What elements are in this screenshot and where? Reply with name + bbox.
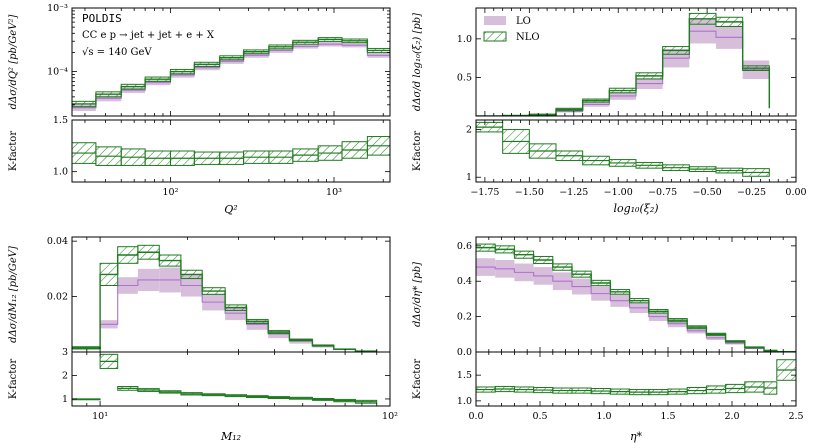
- x-tick-label: −1.25: [559, 187, 588, 198]
- annotation-process: CC e p → jet + jet + e + X: [82, 30, 215, 41]
- y-tick-label: 1: [466, 172, 472, 183]
- axes-frame: [71, 7, 391, 117]
- y-tick-label: 3: [62, 347, 68, 358]
- m12-bot-marks: [72, 353, 378, 404]
- y-axis-label-bottom: K-factor: [8, 131, 19, 171]
- x-tick-label: 2.5: [788, 411, 803, 422]
- y-tick-label: 0.0: [457, 347, 472, 358]
- y-axis-label-bottom: K-factor: [8, 359, 19, 399]
- nlo-line: [476, 246, 796, 352]
- x-tick-label: 1.5: [660, 411, 675, 422]
- annotation-program: POLDIS: [82, 12, 122, 25]
- x-tick-label: −1.75: [470, 187, 499, 198]
- legend-lo-label: LO: [516, 16, 531, 27]
- x-tick-label: 2.0: [724, 411, 739, 422]
- q2-bot-marks: [72, 136, 390, 166]
- x-tick-label: 0.00: [785, 187, 806, 198]
- y-tick-label: 0.6: [457, 241, 472, 252]
- x-tick-label: −0.75: [648, 187, 677, 198]
- axes-frame: [71, 119, 391, 183]
- x-axis-label: Q²: [224, 203, 237, 216]
- x-tick-label: 1.0: [596, 411, 611, 422]
- y-tick-label: 0.4: [457, 276, 472, 287]
- y-tick-label: 1.5: [53, 115, 68, 126]
- x-tick-label: −1.50: [515, 187, 544, 198]
- annotation-energy: √s = 140 GeV: [82, 47, 152, 58]
- y-axis-label-top: dΔσ/d log₁₀(ξ₂) [pb]: [412, 13, 423, 111]
- eta-bot-marks: [476, 359, 796, 396]
- legend-nlo-label: NLO: [516, 32, 540, 43]
- q2-top-marks: [72, 37, 390, 111]
- x-axis-label: M₁₂: [220, 430, 241, 443]
- x-tick-label: 10²: [163, 187, 179, 198]
- y-axis-label-top: dΔσ/dM₁₂ [pb/GeV]: [8, 246, 19, 343]
- x-tick-label: −1.00: [604, 187, 633, 198]
- chart-xi2: 0.5 1.0 1 2 −1.75 −1.50 −1.25 −1.00 −0.75 −0.50 −0…: [412, 7, 807, 215]
- xi2-bot-marks: [476, 121, 770, 177]
- y-tick-label: 10⁻⁴: [47, 67, 68, 78]
- x-tick-label: −0.50: [693, 187, 722, 198]
- y-tick-label: 1.0: [457, 396, 472, 407]
- chart-q2: 10⁻³ 10⁻⁴ 1.0 1.5 10² 10³ dΔσ/dQ² [pb/GeV²] K-f…: [8, 3, 391, 216]
- y-tick-label: 2: [466, 125, 472, 136]
- y-tick-label: 0.04: [47, 236, 68, 247]
- x-tick-label: 0.5: [532, 411, 547, 422]
- y-tick-label: 1.0: [457, 34, 472, 45]
- plot-layer: 10⁻³ 10⁻⁴ 1.0 1.5 10² 10³ dΔσ/dQ² [pb/GeV²] K-f…: [8, 3, 807, 443]
- legend-nlo-swatch: [483, 31, 507, 42]
- axes-frame: [475, 351, 797, 407]
- y-tick-label: 10⁻³: [47, 3, 68, 14]
- axes-frame: [71, 351, 391, 407]
- xi2-top-marks: [476, 12, 771, 116]
- y-tick-label: 2: [62, 370, 68, 381]
- y-axis-label-top: dΔσ/dQ² [pb/GeV²]: [8, 15, 19, 110]
- m12-top-marks: [72, 244, 378, 352]
- eta-top-marks: [476, 243, 796, 352]
- x-tick-label: −0.25: [737, 187, 766, 198]
- nlo-line: [72, 251, 377, 352]
- y-axis-label-bottom: K-factor: [412, 131, 423, 171]
- lo-line: [72, 43, 390, 109]
- y-axis-label-bottom: K-factor: [412, 359, 423, 399]
- legend-lo-swatch: [484, 16, 506, 25]
- y-tick-label: 0.5: [457, 72, 472, 83]
- y-tick-label: 1.0: [53, 167, 68, 178]
- y-tick-label: 1.5: [457, 370, 472, 381]
- x-tick-label: 0.0: [468, 411, 483, 422]
- x-axis-label: η*: [630, 430, 643, 443]
- y-tick-label: 1: [62, 394, 68, 405]
- y-tick-label: 0.02: [47, 292, 68, 303]
- y-tick-label: 0.2: [457, 312, 472, 323]
- x-tick-label: 10²: [382, 411, 398, 422]
- x-axis-label: log₁₀(ξ₂): [613, 202, 658, 215]
- y-axis-label-top: dΔσ/dη* [pb]: [412, 262, 423, 327]
- chart-m12: 0.02 0.04 1 2 3 10¹ 10² dΔσ/dM₁₂ [pb/GeV] K-fact…: [8, 236, 398, 443]
- legend: LO NLO: [483, 16, 540, 43]
- nlo-line: [72, 38, 390, 105]
- x-tick-label: 10¹: [92, 411, 108, 422]
- x-tick-label: 10³: [326, 187, 342, 198]
- chart-eta: 0.0 0.2 0.4 0.6 1.0 1.5 0.0 0.5 1.0 1.5 2.0 2.5 dΔσ/…: [412, 236, 804, 443]
